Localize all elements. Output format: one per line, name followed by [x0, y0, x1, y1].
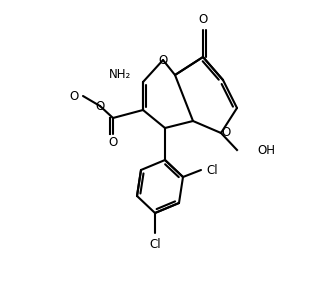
- Text: O: O: [70, 89, 79, 102]
- Text: O: O: [221, 127, 230, 140]
- Text: O: O: [95, 99, 105, 113]
- Text: Cl: Cl: [149, 238, 161, 251]
- Text: O: O: [198, 13, 207, 26]
- Text: O: O: [159, 53, 167, 67]
- Text: OH: OH: [257, 143, 275, 157]
- Text: O: O: [108, 136, 118, 149]
- Text: NH₂: NH₂: [109, 67, 131, 80]
- Text: Cl: Cl: [206, 164, 218, 176]
